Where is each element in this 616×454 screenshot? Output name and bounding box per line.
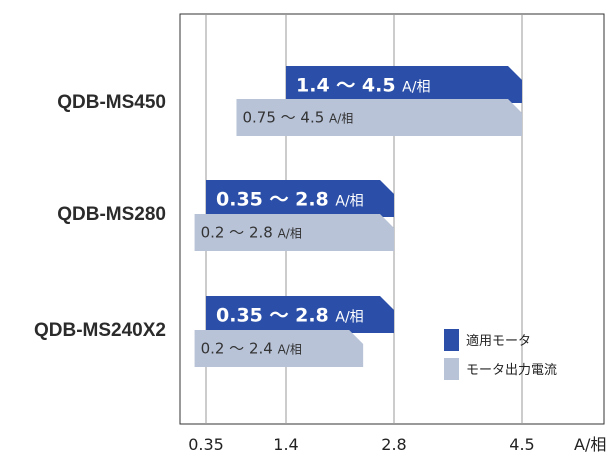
bar-value-label: 1.4 ～ 4.5 A/相 bbox=[296, 75, 430, 97]
bars: 1.4 ～ 4.5 A/相 0.35 ～ 2.8 A/相 0.35 ～ 2.8 A/… bbox=[194, 66, 522, 367]
applicable-motor-bar bbox=[206, 296, 394, 333]
x-tick-label: 0.35 bbox=[188, 435, 224, 454]
x-unit-label: A/相 bbox=[574, 435, 606, 454]
x-tick-label: 1.4 bbox=[273, 435, 298, 454]
motor-output-current-bar bbox=[194, 214, 394, 251]
legend-swatch bbox=[444, 358, 459, 380]
legend-swatch bbox=[444, 329, 459, 351]
motor-output-current-bar bbox=[236, 99, 522, 136]
legend-label: モータ出力電流 bbox=[466, 363, 557, 378]
applicable-motor-bar bbox=[206, 180, 394, 217]
x-tick-label: 4.5 bbox=[509, 435, 534, 454]
motor-output-current-bar bbox=[194, 330, 364, 367]
applicable-motor-bar bbox=[286, 66, 522, 103]
bar-value-label: 0.2 ～ 2.4 A/相 bbox=[201, 340, 302, 358]
bar-value-label: 0.2 ～ 2.8 A/相 bbox=[201, 224, 302, 242]
bar-value-label: 0.35 ～ 2.8 A/相 bbox=[216, 305, 364, 327]
category-label: QDB-MS240X2 bbox=[34, 320, 166, 341]
category-label: QDB-MS450 bbox=[57, 92, 166, 113]
bar-value-label: 0.75 ～ 4.5 A/相 bbox=[242, 109, 353, 127]
category-labels: QDB-MS450 QDB-MS280 QDB-MS240X2 bbox=[34, 92, 166, 341]
category-label: QDB-MS280 bbox=[57, 204, 166, 225]
legend-label: 適用モータ bbox=[466, 333, 531, 349]
x-tick-label: 2.8 bbox=[381, 435, 406, 454]
x-tick-labels: 0.35 1.4 2.8 4.5 A/相 bbox=[188, 435, 606, 454]
bar-value-label: 0.35 ～ 2.8 A/相 bbox=[216, 189, 364, 211]
